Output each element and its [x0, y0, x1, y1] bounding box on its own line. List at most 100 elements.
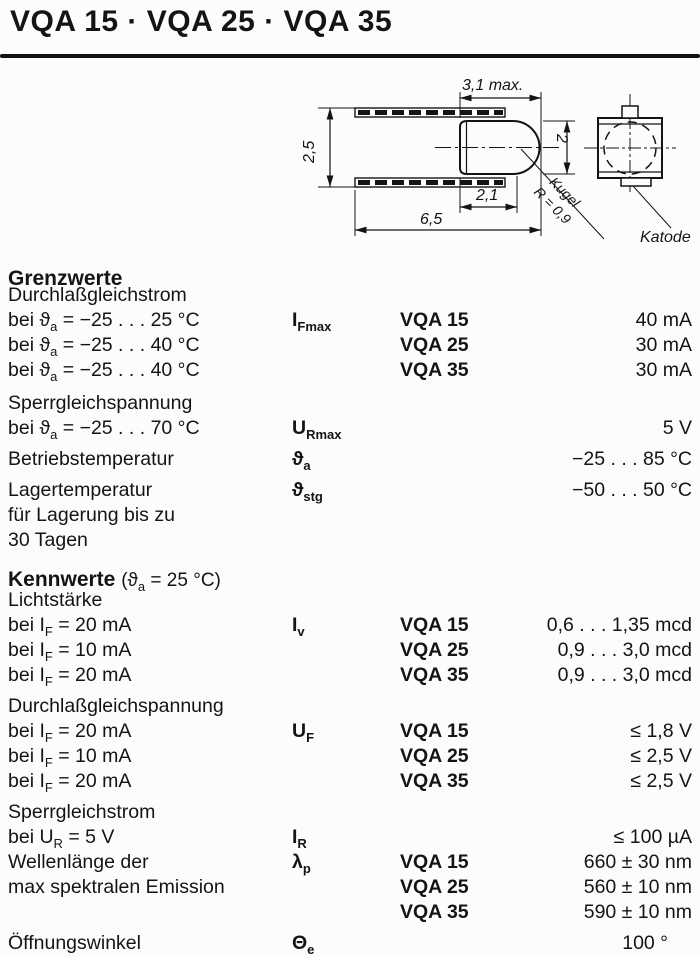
value: ≤ 1,8 V: [630, 720, 692, 742]
symbol: IR: [292, 826, 307, 851]
value: 590 ± 10 nm: [583, 901, 692, 923]
symbol: URmax: [292, 417, 342, 442]
lead-top: [354, 107, 506, 118]
parameter-label: bei IF = 20 mA: [8, 720, 132, 745]
parameter-label: Durchlaßgleichspannung: [8, 695, 224, 717]
parameter-label: Öffnungswinkel: [8, 932, 141, 954]
table-row: bei ϑa = −25 . . . 40 °C VQA 35 30 mA: [0, 358, 700, 383]
device-type: VQA 15: [400, 851, 469, 873]
symbol: Iv: [292, 614, 305, 639]
parameter-label: Betriebstemperatur: [8, 448, 174, 470]
device-type: VQA 25: [400, 334, 469, 356]
value: 0,9 . . . 3,0 mcd: [557, 664, 692, 686]
table-row: Lichtstärke: [0, 588, 700, 613]
characteristics-table: Lichtstärke bei IF = 20 mA Iv VQA 15 0,6…: [0, 588, 700, 956]
table-row: bei UR = 5 V IR ≤ 100 µA: [0, 825, 700, 850]
table-row: bei IF = 20 mA VQA 35 ≤ 2,5 V: [0, 769, 700, 794]
parameter-label: bei IF = 20 mA: [8, 614, 132, 639]
parameter-label: bei ϑa = −25 . . . 25 °C: [8, 309, 200, 334]
device-type: VQA 35: [400, 359, 469, 381]
table-row: Öffnungswinkel Θe 100 °: [0, 931, 700, 956]
parameter-label: für Lagerung bis zu: [8, 504, 175, 526]
value: 100 °: [622, 932, 668, 954]
value: −50 . . . 50 °C: [572, 479, 692, 501]
symbol: ϑstg: [292, 479, 323, 504]
symbol: ϑa: [292, 448, 311, 473]
symbol: λp: [292, 851, 311, 876]
table-row: bei IF = 20 mA VQA 35 0,9 . . . 3,0 mcd: [0, 663, 700, 688]
symbol: Θe: [292, 932, 315, 957]
value: ≤ 2,5 V: [630, 770, 692, 792]
dimension-dome-diameter: 2: [553, 133, 570, 143]
table-row: bei IF = 20 mA Iv VQA 15 0,6 . . . 1,35 …: [0, 613, 700, 638]
table-row: bei ϑa = −25 . . . 25 °C IFmax VQA 15 40…: [0, 308, 700, 333]
parameter-label: bei UR = 5 V: [8, 826, 115, 851]
table-row: bei ϑa = −25 . . . 70 °C URmax 5 V: [0, 416, 700, 441]
dome-leader-line: [520, 148, 605, 240]
device-type: VQA 25: [400, 639, 469, 661]
anode-tab: [621, 105, 639, 119]
table-row: Betriebstemperatur ϑa −25 . . . 85 °C: [0, 447, 700, 472]
parameter-label: bei ϑa = −25 . . . 70 °C: [8, 417, 200, 442]
device-type: VQA 15: [400, 309, 469, 331]
device-type: VQA 35: [400, 770, 469, 792]
table-row: Lagertemperatur ϑstg −50 . . . 50 °C: [0, 478, 700, 503]
parameter-label: bei IF = 10 mA: [8, 745, 132, 770]
parameter-label: bei ϑa = −25 . . . 40 °C: [8, 359, 200, 384]
table-row: Durchlaßgleichstrom: [0, 283, 700, 308]
limits-table: Durchlaßgleichstrom bei ϑa = −25 . . . 2…: [0, 283, 700, 553]
table-row: max spektralen Emission VQA 25 560 ± 10 …: [0, 875, 700, 900]
device-type: VQA 15: [400, 614, 469, 636]
device-type: VQA 25: [400, 876, 469, 898]
value: 560 ± 10 nm: [583, 876, 692, 898]
value: 30 mA: [635, 359, 692, 381]
symbol: IFmax: [292, 309, 332, 334]
parameter-label: Lichtstärke: [8, 589, 103, 611]
divider-rule: [0, 54, 700, 58]
parameter-label: max spektralen Emission: [8, 876, 225, 898]
device-type: VQA 35: [400, 664, 469, 686]
section-title-condition: (ϑa = 25 °C): [121, 570, 221, 595]
dimension-body-length: 2,1: [475, 187, 498, 204]
parameter-label: Lagertemperatur: [8, 479, 153, 501]
led-side-view: [318, 92, 605, 240]
cathode-tab: [620, 177, 652, 187]
table-row: 30 Tagen: [0, 528, 700, 553]
table-row: bei IF = 10 mA VQA 25 ≤ 2,5 V: [0, 744, 700, 769]
led-front-view: [584, 94, 676, 229]
cathode-leader-line: [632, 185, 672, 229]
table-row: Durchlaßgleichspannung: [0, 694, 700, 719]
table-row: bei ϑa = −25 . . . 40 °C VQA 25 30 mA: [0, 333, 700, 358]
table-row: Sperrgleichstrom: [0, 800, 700, 825]
dimension-width-max: 3,1 max.: [462, 77, 523, 94]
dimension-lead-span: 2,5: [301, 141, 318, 164]
section-title-grenzwerte: Grenzwerte: [8, 267, 123, 291]
section-title-kennwerte: Kennwerte (ϑa = 25 °C): [8, 568, 221, 595]
parameter-label: bei ϑa = −25 . . . 40 °C: [8, 334, 200, 359]
symbol: UF: [292, 720, 315, 745]
device-type: VQA 35: [400, 901, 469, 923]
parameter-label: bei IF = 10 mA: [8, 639, 132, 664]
value: 40 mA: [635, 309, 692, 331]
table-row: VQA 35 590 ± 10 nm: [0, 900, 700, 925]
value: 30 mA: [635, 334, 692, 356]
table-row: für Lagerung bis zu: [0, 503, 700, 528]
parameter-label: 30 Tagen: [8, 529, 88, 551]
lead-bottom: [354, 177, 506, 188]
table-row: bei IF = 20 mA UF VQA 15 ≤ 1,8 V: [0, 719, 700, 744]
dome-note: Kugel R = 0,9: [531, 174, 584, 228]
value: 5 V: [662, 417, 692, 439]
parameter-label: bei IF = 20 mA: [8, 664, 132, 689]
parameter-label: Wellenlänge der: [8, 851, 149, 873]
parameter-label: Sperrgleichspannung: [8, 392, 193, 414]
parameter-label: Sperrgleichstrom: [8, 801, 156, 823]
value: −25 . . . 85 °C: [572, 448, 692, 470]
table-row: Sperrgleichspannung: [0, 391, 700, 416]
parameter-label: Durchlaßgleichstrom: [8, 284, 187, 306]
table-row: Wellenlänge der λp VQA 15 660 ± 30 nm: [0, 850, 700, 875]
page-title: VQA 15 · VQA 25 · VQA 35: [10, 5, 393, 38]
cathode-label: Katode: [640, 229, 691, 246]
value: ≤ 2,5 V: [630, 745, 692, 767]
value: 0,6 . . . 1,35 mcd: [546, 614, 692, 636]
device-type: VQA 15: [400, 720, 469, 742]
